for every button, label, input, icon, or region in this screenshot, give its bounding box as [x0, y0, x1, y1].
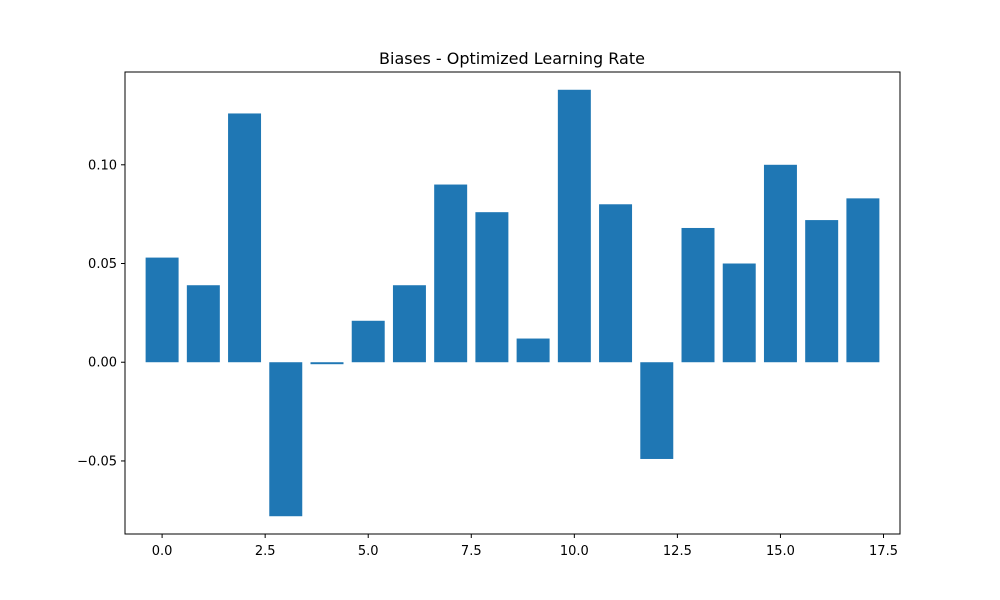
- bar-3: [269, 362, 303, 517]
- x-tick-label: 7.5: [461, 544, 482, 559]
- x-axis: 0.0 2.5 5.0 7.5 10.0 12.5 15.0 17.5: [152, 534, 898, 559]
- bar-17: [846, 198, 880, 363]
- x-tick-label: 0.0: [152, 544, 173, 559]
- plot-frame: [124, 71, 901, 535]
- x-tick-label: 10.0: [560, 544, 589, 559]
- bar-5: [351, 320, 385, 363]
- bar-9: [516, 338, 550, 363]
- x-tick-label: 15.0: [766, 544, 795, 559]
- x-tick-label: 5.0: [358, 544, 379, 559]
- bar-16: [805, 220, 839, 363]
- bar-1: [186, 285, 220, 363]
- bar-8: [475, 212, 509, 363]
- y-tick-label: 0.05: [88, 257, 117, 272]
- bar-2: [228, 113, 262, 363]
- bar-11: [599, 204, 633, 363]
- y-tick-label: 0.10: [88, 158, 117, 173]
- y-tick-label: 0.00: [88, 356, 117, 371]
- bar-4: [310, 362, 344, 365]
- bar-13: [681, 227, 715, 363]
- bar-6: [392, 285, 426, 363]
- bar-0: [145, 257, 179, 363]
- bar-14: [722, 263, 756, 363]
- bar-12: [640, 362, 674, 459]
- x-tick-label: 2.5: [255, 544, 276, 559]
- bars-layer: [145, 89, 880, 517]
- bar-7: [434, 184, 468, 363]
- y-tick-label: −0.05: [77, 454, 117, 469]
- bar-10: [557, 89, 591, 363]
- x-tick-label: 17.5: [869, 544, 898, 559]
- x-tick-label: 12.5: [663, 544, 692, 559]
- y-axis: −0.05 0.00 0.05 0.10: [77, 158, 125, 469]
- bar-15: [763, 164, 797, 363]
- chart-title: Biases - Optimized Learning Rate: [379, 49, 645, 68]
